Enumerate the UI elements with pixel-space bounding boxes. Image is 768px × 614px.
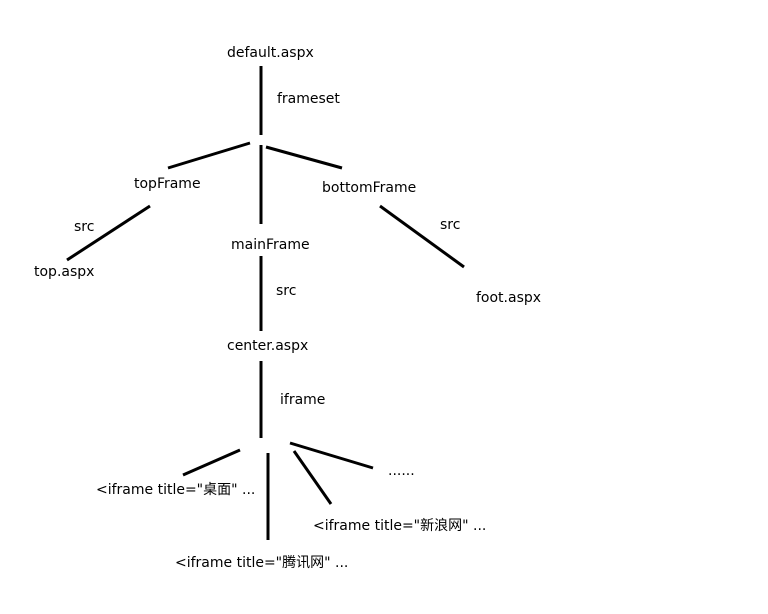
- iframe-to-more-edge: [289, 441, 374, 470]
- iframe-edge-label: iframe: [280, 392, 326, 408]
- root-node-label: default.aspx: [227, 45, 314, 61]
- mainframe-node-label: mainFrame: [231, 237, 310, 253]
- iframe-to-sina-edge: [292, 450, 333, 505]
- bottomframe-to-foot-edge: [379, 204, 465, 269]
- topframe-to-toppage-edge: [66, 204, 151, 262]
- top-src-edge-label: src: [74, 219, 95, 235]
- frameset-to-bottomframe-edge: [265, 145, 343, 170]
- main-src-edge-label: src: [276, 283, 297, 299]
- frameset-to-topframe-edge: [167, 141, 251, 170]
- foot-page-label: foot.aspx: [476, 290, 542, 306]
- bottom-src-edge-label: src: [440, 217, 461, 233]
- more-iframes-label: ......: [388, 463, 415, 479]
- center-page-label: center.aspx: [227, 338, 309, 354]
- iframe-to-desktop-edge: [182, 448, 241, 477]
- iframe-sina-label: <iframe title="新浪网" ...: [313, 518, 487, 534]
- bottomframe-node-label: bottomFrame: [322, 180, 417, 196]
- topframe-node-label: topFrame: [134, 176, 201, 192]
- top-page-label: top.aspx: [34, 264, 95, 280]
- frameset-edge-label: frameset: [277, 91, 340, 107]
- iframe-desktop-label: <iframe title="桌面" ...: [96, 482, 256, 498]
- iframe-tencent-label: <iframe title="腾讯网" ...: [175, 555, 349, 571]
